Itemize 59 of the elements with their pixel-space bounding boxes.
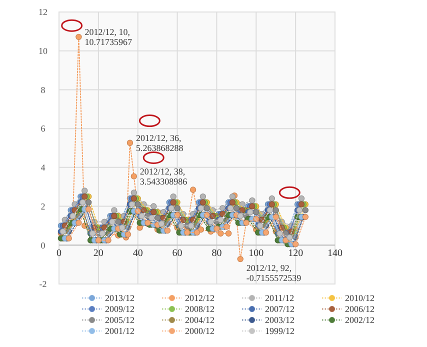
x-tick-label: 80 xyxy=(212,248,222,260)
x-tick-label: 0 xyxy=(56,248,62,260)
legend-label: 2008/12 xyxy=(185,304,215,314)
point xyxy=(200,193,206,200)
point xyxy=(220,205,226,212)
point xyxy=(190,186,196,193)
y-tick-label: 6 xyxy=(40,124,46,134)
point xyxy=(298,195,305,202)
point xyxy=(76,34,82,40)
y-tick-label: 8 xyxy=(40,84,46,95)
legend-label: 2005/12 xyxy=(105,315,135,326)
x-tick-label: 120 xyxy=(288,248,304,260)
point xyxy=(237,256,244,262)
legend-label: 2009/12 xyxy=(105,304,135,314)
y-tick-label: 2 xyxy=(40,201,46,212)
x-tick-label: 60 xyxy=(172,248,182,260)
point xyxy=(170,193,176,200)
point xyxy=(134,201,141,208)
legend-label: 2012/12 xyxy=(185,293,215,304)
point xyxy=(174,205,180,212)
legend-label: 2002/12 xyxy=(345,315,375,326)
y-tick-label: 4 xyxy=(40,162,46,173)
point xyxy=(272,207,279,214)
point xyxy=(204,205,210,212)
annotation: 2012/12, 10, 10.71735967 xyxy=(84,26,132,47)
legend-label: 2011/12 xyxy=(265,293,294,304)
point xyxy=(126,140,134,146)
x-tick-label: 140 xyxy=(328,248,342,260)
legend-label: 2000/12 xyxy=(185,326,215,336)
legend-label: 2007/12 xyxy=(265,304,295,314)
legend-label: 2001/12 xyxy=(105,326,135,336)
point xyxy=(302,207,309,214)
point xyxy=(268,195,276,202)
x-tick-label: 100 xyxy=(248,248,264,260)
point xyxy=(218,230,224,237)
y-tick-label: -2 xyxy=(39,279,47,290)
point xyxy=(111,207,118,214)
point xyxy=(150,203,157,210)
legend-label: 2003/12 xyxy=(265,315,295,326)
legend-label: 2010/12 xyxy=(345,293,375,304)
x-tick-label: 20 xyxy=(93,248,104,260)
y-tick-label: 0 xyxy=(40,240,46,250)
x-tick-label: 40 xyxy=(132,248,143,260)
point xyxy=(225,230,232,237)
annotation: 2012/12, 36, 5.263868288 xyxy=(136,132,184,153)
y-tick-label: 12 xyxy=(38,7,48,18)
annotation: 2012/12, 92, -0.7155572539 xyxy=(246,263,302,284)
point xyxy=(130,173,138,180)
legend-label: 1999/12 xyxy=(265,326,295,336)
point xyxy=(253,209,260,216)
point xyxy=(130,190,138,196)
point xyxy=(249,197,256,204)
legend-label: 2013/12 xyxy=(105,293,135,304)
point xyxy=(82,188,88,194)
y-tick-label: 10 xyxy=(38,46,48,56)
legend-label: 2006/12 xyxy=(345,304,375,314)
legend-label: 2004/12 xyxy=(185,315,215,326)
annotation: 2012/12, 38, 3.543308986 xyxy=(140,166,188,186)
point xyxy=(85,199,92,206)
